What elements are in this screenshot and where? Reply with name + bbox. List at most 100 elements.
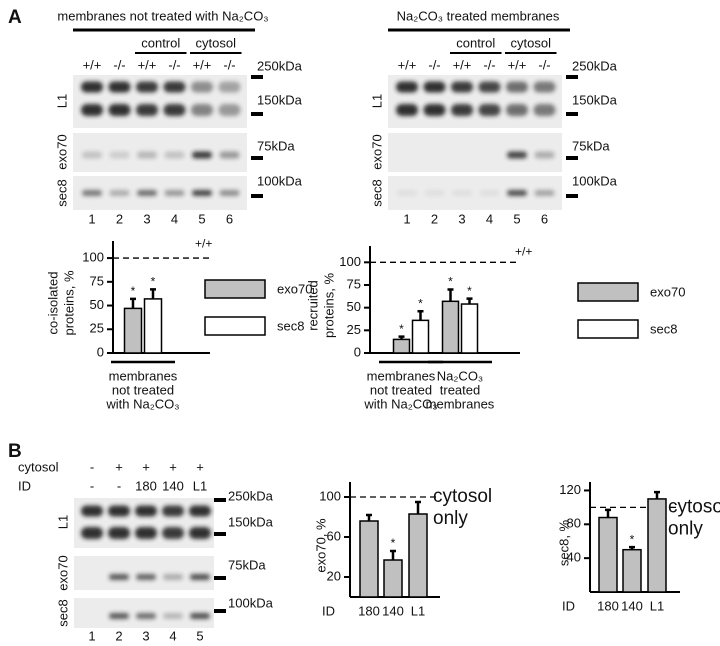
blot-membrane	[74, 556, 214, 590]
row-label: cytosol	[18, 459, 59, 474]
reference-label: cytosol	[433, 486, 492, 507]
blot-band	[162, 527, 184, 539]
blot-band	[533, 81, 556, 93]
significance-marker: *	[467, 284, 472, 298]
marker-label: 250kDa	[572, 58, 618, 73]
blot-band	[191, 104, 213, 116]
blot-band	[506, 81, 528, 93]
y-tick-label: 100	[339, 254, 361, 269]
genotype-label: +/+	[398, 57, 417, 72]
error-bar	[417, 310, 424, 321]
error-bar	[447, 288, 454, 302]
bar	[622, 548, 642, 593]
x-tick-label: with Na₂CO₃	[105, 396, 179, 411]
cytosol-sign: +	[115, 459, 123, 474]
blot-band	[136, 104, 158, 116]
blot-band	[424, 190, 445, 196]
blot-band	[164, 190, 185, 196]
marker-label: 250kDa	[228, 488, 274, 503]
y-tick-label: 100	[319, 488, 341, 503]
error-bar	[366, 513, 372, 521]
id-label: L1	[193, 478, 207, 493]
lane-number: 2	[115, 628, 122, 643]
legend-swatch	[577, 319, 639, 339]
blot-band	[478, 81, 501, 93]
blot-band	[397, 190, 417, 196]
blot-band	[82, 190, 102, 196]
marker-label: 250kDa	[257, 58, 303, 73]
marker-label: 75kDa	[572, 138, 610, 153]
genotype-label: +/+	[138, 57, 157, 72]
cytosol-sign: +	[169, 459, 177, 474]
blot-band	[109, 574, 129, 580]
x-tick-label: with Na₂CO₃	[363, 396, 437, 411]
blot-header: membranes not treated with Na₂CO₃	[57, 8, 268, 23]
blot-band	[81, 505, 103, 517]
marker-label: 150kDa	[572, 92, 618, 107]
y-tick-label: 40	[567, 550, 581, 565]
x-tick-label: not treated	[112, 382, 174, 397]
marker-label: 75kDa	[228, 557, 266, 572]
blot-band	[219, 151, 240, 159]
y-tick-label: 75	[347, 276, 361, 291]
y-axis-label: co-isolated	[45, 272, 60, 335]
blot-band	[136, 81, 158, 93]
genotype-label: -/-	[538, 57, 550, 72]
blot-membrane	[73, 75, 247, 128]
blot-band	[137, 190, 157, 196]
blot-band	[162, 505, 184, 517]
blot-band	[163, 613, 183, 619]
bar	[460, 303, 479, 354]
reference-label: only	[668, 518, 703, 539]
x-tick-label: L1	[650, 598, 664, 613]
legend-swatch	[577, 282, 639, 302]
y-tick-label: 50	[347, 299, 361, 314]
blot-band	[137, 151, 157, 159]
bar	[598, 516, 618, 593]
lane-group-label: control	[456, 35, 495, 50]
blot-band	[451, 81, 473, 93]
y-axis-label: recruited	[305, 280, 320, 331]
significance-marker: *	[131, 284, 136, 298]
blot-band	[82, 151, 102, 159]
genotype-label: -/-	[168, 57, 180, 72]
y-tick-label: 75	[90, 273, 104, 288]
blot-band	[135, 505, 157, 517]
genotype-label: -/-	[483, 57, 495, 72]
cytosol-sign: +	[142, 459, 150, 474]
blot-band	[396, 104, 418, 116]
y-axis-label: sec8, %	[556, 519, 571, 566]
x-tick-label: membranes	[109, 368, 178, 383]
x-tick-label: 140	[382, 603, 404, 618]
marker-label: 150kDa	[257, 92, 303, 107]
error-bar	[466, 297, 473, 305]
blot-band	[192, 190, 212, 196]
legend-swatch	[204, 279, 266, 299]
legend-swatch	[204, 316, 266, 336]
blot-band	[109, 190, 130, 196]
significance-marker: *	[391, 536, 396, 550]
blot-band	[423, 81, 446, 93]
error-bar	[605, 508, 611, 518]
legend-label: sec8	[650, 321, 677, 336]
blot-band	[136, 574, 156, 580]
blot-row-label: L1	[54, 94, 69, 108]
lane-number: 6	[226, 211, 233, 226]
y-tick-label: 20	[327, 568, 341, 583]
y-tick-label: 0	[97, 344, 104, 359]
y-axis-label: proteins, %	[321, 273, 336, 338]
id-label: -	[117, 478, 121, 493]
blot-row-label: sec8	[369, 179, 384, 206]
bar	[392, 338, 411, 354]
lane-number: 4	[486, 211, 493, 226]
x-tick-label: not treated	[370, 382, 432, 397]
x-tick-label: membranes	[367, 368, 436, 383]
genotype-label: -/-	[428, 57, 440, 72]
blot-band	[189, 505, 211, 517]
genotype-label: +/+	[508, 57, 527, 72]
x-tick-label: 180	[597, 598, 619, 613]
y-tick-label: 120	[559, 482, 581, 497]
lane-number: 5	[196, 628, 203, 643]
blot-membrane	[73, 133, 247, 172]
